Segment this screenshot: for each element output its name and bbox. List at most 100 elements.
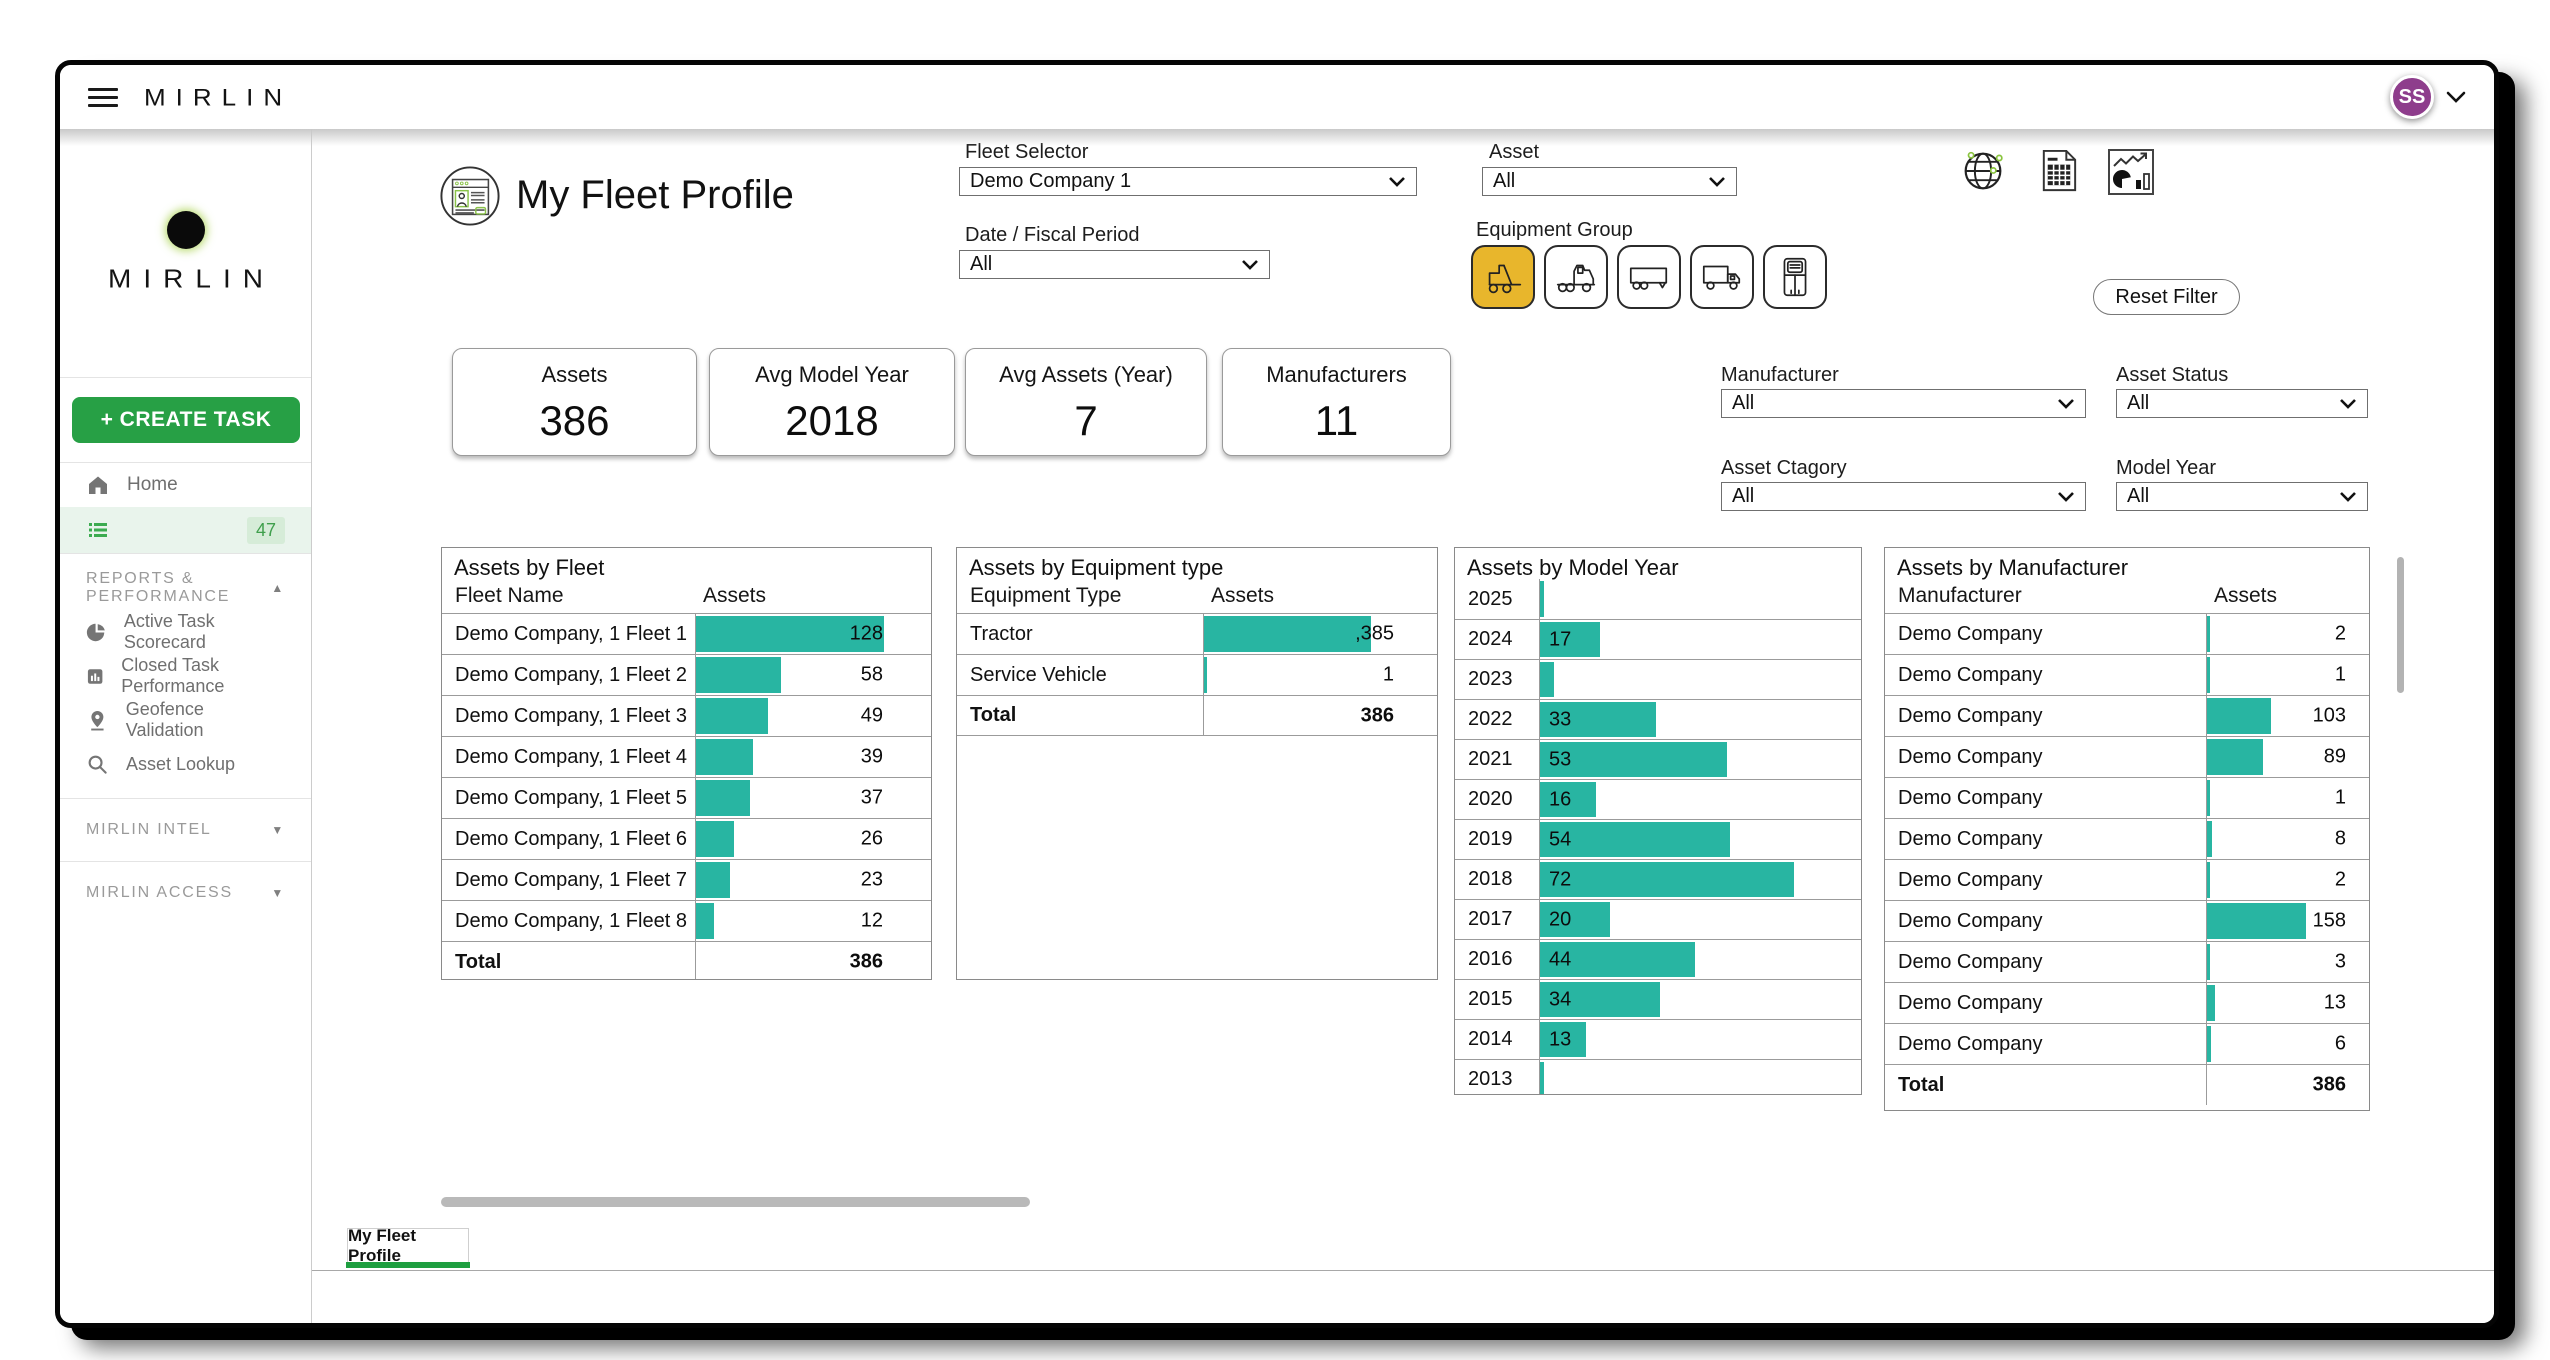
value-bar — [2207, 862, 2210, 898]
sidebar-item-tasks[interactable]: 47 — [60, 507, 311, 553]
top-bar: MIRLIN SS — [60, 65, 2494, 129]
table-row: 2022 33 — [1455, 699, 1861, 739]
search-icon — [88, 755, 107, 774]
kpi-manufacturers: Manufacturers 11 — [1222, 348, 1451, 456]
table-row: 2017 20 — [1455, 899, 1861, 939]
section-mirlin-access[interactable]: MIRLIN ACCESS ▼ — [86, 884, 285, 901]
container-reefer-icon[interactable] — [1763, 245, 1827, 309]
manufacturer-dropdown[interactable]: All — [1721, 389, 2086, 418]
table-row: Demo Company 158 — [1885, 900, 2369, 941]
reset-filter-button[interactable]: Reset Filter — [2093, 279, 2240, 315]
value-bar — [2207, 698, 2272, 734]
create-task-button[interactable]: + CREATE TASK — [72, 397, 300, 443]
sidebar-item-asset-lookup[interactable]: Asset Lookup — [60, 742, 311, 786]
vertical-scrollbar[interactable] — [2397, 557, 2404, 693]
fleet-selector-dropdown[interactable]: Demo Company 1 — [959, 167, 1417, 196]
value-bar — [1540, 782, 1597, 817]
assets-by-fleet-panel: Assets by Fleet Fleet Name Assets Demo Co… — [441, 547, 932, 980]
value-bar — [696, 821, 735, 857]
section-mirlin-intel[interactable]: MIRLIN INTEL ▼ — [86, 821, 285, 838]
table-row: Service Vehicle 1 — [957, 654, 1437, 695]
panel-title: Assets by Manufacturer — [1897, 555, 2129, 580]
hamburger-menu-icon[interactable] — [88, 87, 118, 107]
value-bar — [1204, 657, 1207, 693]
box-truck-icon[interactable] — [1690, 245, 1754, 309]
table-row: Demo Company 1 — [1885, 777, 2369, 818]
logo-dot-icon — [166, 211, 205, 249]
bar-chart-icon — [87, 668, 103, 684]
equipment-group — [1471, 245, 1827, 309]
value-bar — [2207, 944, 2210, 980]
sidebar-item-closed-task-performance[interactable]: Closed Task Performance — [60, 654, 311, 698]
value-bar — [1540, 822, 1731, 857]
value-bar — [1540, 622, 1600, 657]
model-year-dropdown[interactable]: All — [2116, 482, 2368, 511]
globe-icon[interactable] — [1957, 145, 2009, 197]
sidebar-item-geofence-validation[interactable]: Geofence Validation — [60, 698, 311, 742]
table-row: 2019 54 — [1455, 819, 1861, 859]
table-row: Demo Company, 1 Fleet 8 12 — [442, 900, 931, 941]
table-row: Demo Company, 1 Fleet 6 26 — [442, 818, 931, 859]
value-bar — [696, 698, 768, 734]
task-count-badge: 47 — [246, 516, 285, 544]
table-row: Demo Company 3 — [1885, 941, 2369, 982]
value-bar — [696, 739, 754, 775]
asset-dropdown[interactable]: All — [1482, 167, 1737, 196]
kpi-assets: Assets 386 — [452, 348, 697, 456]
sidebar-item-active-task-scorecard[interactable]: Active Task Scorecard — [60, 610, 311, 654]
chevron-down-icon — [1708, 176, 1726, 187]
asset-status-dropdown[interactable]: All — [2116, 389, 2368, 418]
value-bar — [2207, 657, 2210, 693]
table-row: Tractor ,385 — [957, 613, 1437, 654]
panel-title: Assets by Equipment type — [969, 555, 1224, 580]
avatar[interactable]: SS — [2390, 75, 2434, 119]
table-row: 2023 — [1455, 659, 1861, 699]
date-fiscal-period-dropdown[interactable]: All — [959, 250, 1270, 279]
value-bar — [1540, 942, 1695, 977]
value-bar — [1540, 742, 1727, 777]
chevron-down-icon — [2057, 491, 2075, 502]
value-bar — [2207, 1026, 2211, 1062]
tab-my-fleet-profile[interactable]: My Fleet Profile — [347, 1226, 469, 1265]
table-total-row: Total 386 — [957, 695, 1437, 736]
footer-divider — [312, 1270, 2494, 1271]
table-row: Demo Company 89 — [1885, 736, 2369, 777]
collapse-up-icon: ▲ — [271, 581, 285, 595]
table-row: Demo Company, 1 Fleet 2 58 — [442, 654, 931, 695]
assets-by-model-year-panel: Assets by Model Year 2025 2024 17 2023 2022 3… — [1454, 547, 1862, 1095]
table-row: Demo Company 8 — [1885, 818, 2369, 859]
panel-title: Assets by Fleet — [454, 555, 605, 580]
chevron-down-icon — [2057, 398, 2075, 409]
sidebar-item-home[interactable]: Home — [60, 463, 311, 507]
forklift-icon[interactable] — [1471, 245, 1535, 309]
trailer-icon[interactable] — [1617, 245, 1681, 309]
kpi-avg-assets-year: Avg Assets (Year) 7 — [965, 348, 1207, 456]
pie-chart-icon — [86, 623, 105, 641]
value-bar — [696, 862, 730, 898]
analytics-icon[interactable] — [2105, 146, 2157, 198]
table-row: 2016 44 — [1455, 939, 1861, 979]
value-bar — [1540, 1022, 1586, 1057]
value-bar — [1540, 902, 1611, 937]
table-row: Demo Company, 1 Fleet 4 39 — [442, 736, 931, 777]
table-row: Demo Company, 1 Fleet 3 49 — [442, 695, 931, 736]
horizontal-scrollbar[interactable] — [441, 1197, 1030, 1207]
model-year-filter-label: Model Year — [2116, 457, 2217, 479]
asset-category-filter-label: Asset Ctagory — [1721, 457, 1847, 479]
table-row: Demo Company 103 — [1885, 695, 2369, 736]
manufacturer-filter-label: Manufacturer — [1721, 364, 1839, 386]
table-row: Demo Company, 1 Fleet 5 37 — [442, 777, 931, 818]
table-row: 2015 34 — [1455, 979, 1861, 1019]
semi-tractor-icon[interactable] — [1544, 245, 1608, 309]
table-row: 2013 — [1455, 1059, 1861, 1094]
chevron-down-icon — [1388, 176, 1406, 187]
value-bar — [1204, 616, 1371, 652]
spreadsheet-report-icon[interactable] — [2035, 147, 2082, 194]
chevron-down-icon[interactable] — [2446, 91, 2466, 103]
equipment-group-label: Equipment Group — [1476, 219, 1633, 241]
table-row: 2014 13 — [1455, 1019, 1861, 1059]
table-row: Demo Company 2 — [1885, 859, 2369, 900]
assets-by-equipment-type-panel: Assets by Equipment type Equipment Type A… — [956, 547, 1438, 980]
asset-category-dropdown[interactable]: All — [1721, 482, 2086, 511]
section-reports-performance[interactable]: REPORTS & PERFORMANCE ▲ — [86, 570, 285, 605]
